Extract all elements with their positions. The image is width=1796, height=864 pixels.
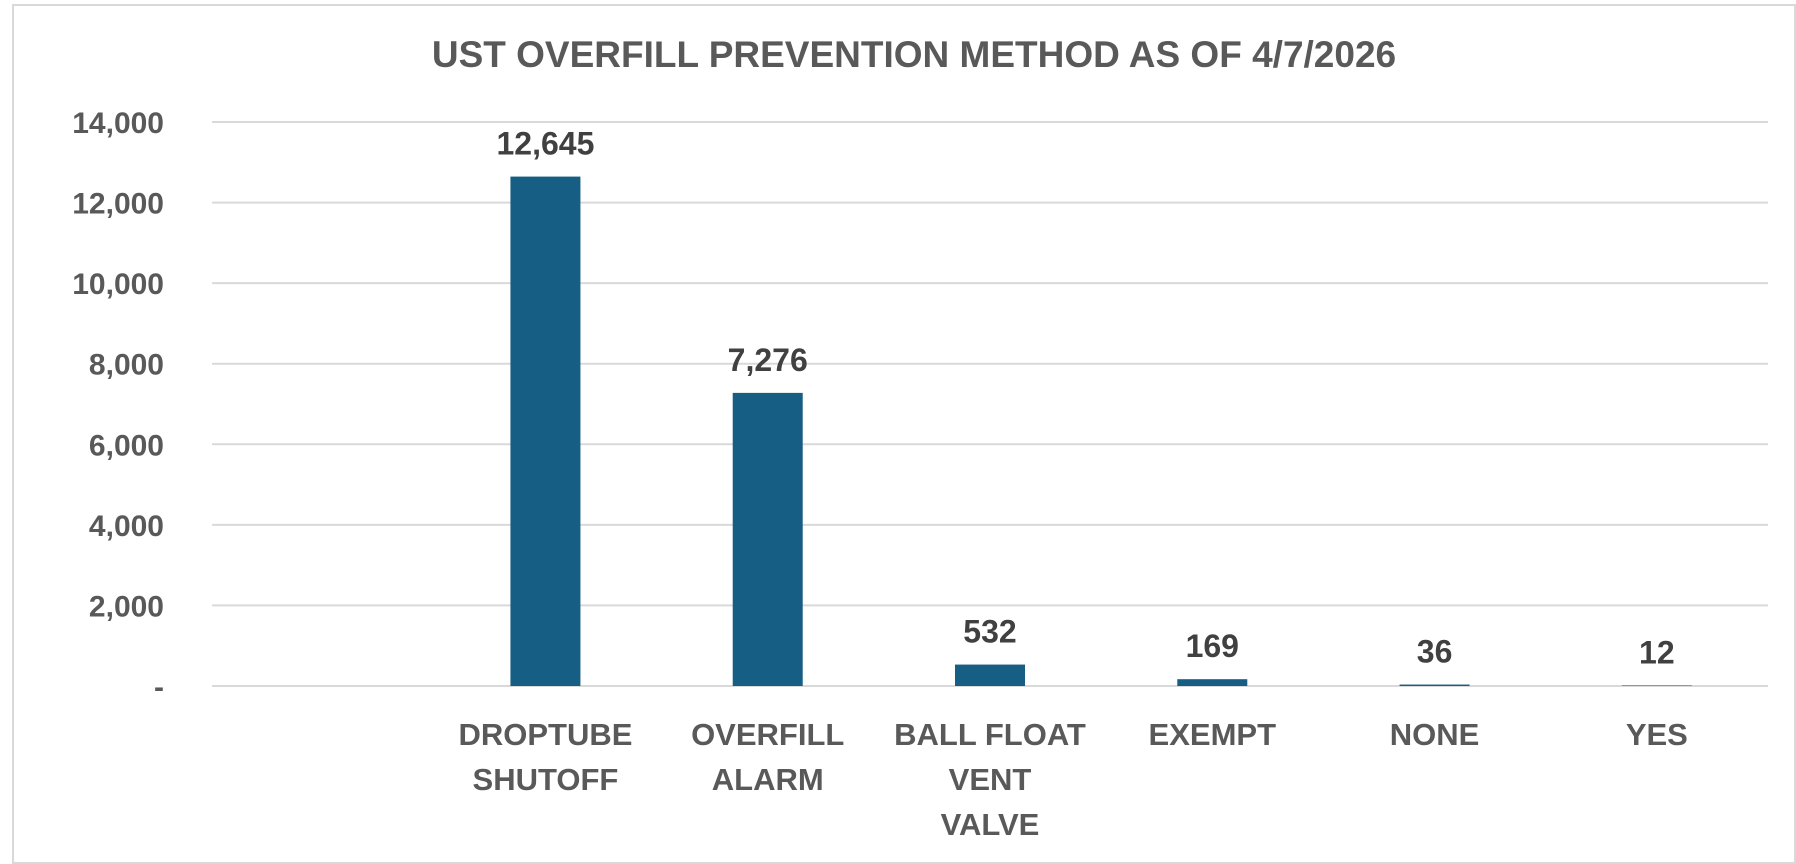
- y-tick-label: 10,000: [72, 268, 164, 301]
- chart-title: UST OVERFILL PREVENTION METHOD AS OF 4/7…: [432, 34, 1396, 75]
- data-label: 532: [963, 614, 1016, 650]
- y-tick-label: 12,000: [72, 188, 164, 221]
- y-tick-label: -: [154, 671, 164, 704]
- x-tick-label: YES: [1626, 717, 1688, 752]
- y-tick-label: 4,000: [89, 510, 164, 543]
- data-label: 12: [1639, 635, 1675, 671]
- bar: [733, 393, 803, 686]
- data-label: 12,645: [496, 126, 594, 162]
- gridlines: [212, 122, 1768, 686]
- y-tick-label: 6,000: [89, 429, 164, 462]
- bar: [955, 665, 1025, 686]
- y-tick-label: 2,000: [89, 590, 164, 623]
- x-tick-label: EXEMPT: [1149, 717, 1277, 752]
- data-label: 169: [1186, 628, 1239, 664]
- data-label: 7,276: [728, 342, 808, 378]
- bar: [1400, 685, 1470, 686]
- bar: [1177, 679, 1247, 686]
- y-tick-label: 8,000: [89, 349, 164, 382]
- y-tick-label: 14,000: [72, 107, 164, 140]
- y-axis-ticks: - 2,000 4,000 6,000 8,000 10,000 12,000 14,000: [72, 107, 164, 704]
- bar: [510, 177, 580, 686]
- data-label: 36: [1417, 634, 1453, 670]
- data-labels: 12,645 7,276 532 169 36 12: [496, 126, 1674, 671]
- x-tick-label: NONE: [1390, 717, 1480, 752]
- bars: [510, 177, 1691, 686]
